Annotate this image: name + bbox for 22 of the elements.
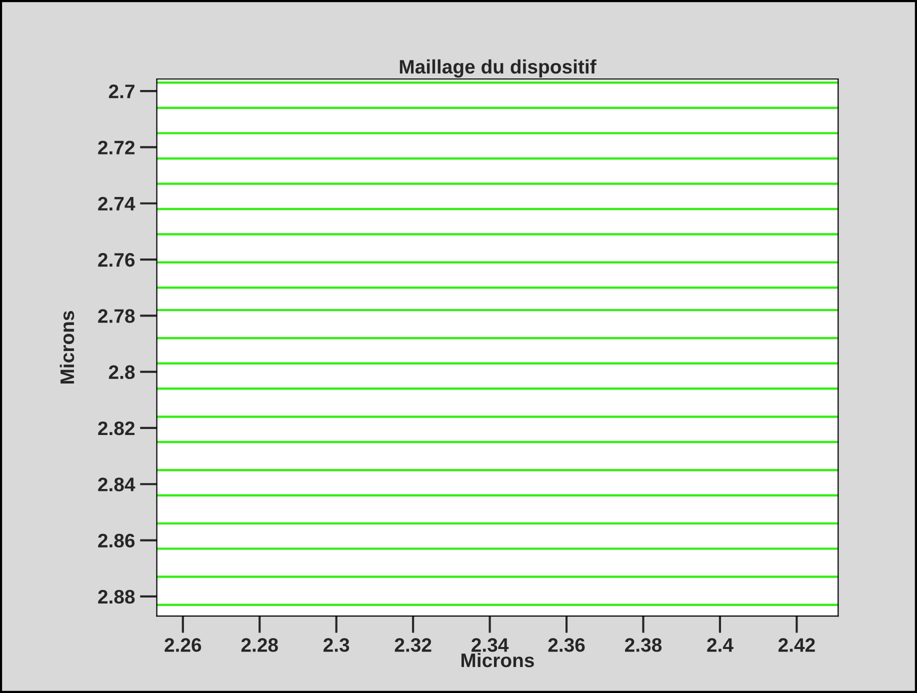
y-tick-label: 2.78 — [98, 309, 135, 323]
y-tick-label: 2.84 — [98, 478, 136, 492]
x-tick-label: 2.38 — [625, 638, 662, 652]
y-tick-label: 2.7 — [108, 84, 134, 98]
x-axis-title: Microns — [462, 652, 534, 668]
x-tick-label: 2.42 — [778, 638, 815, 652]
y-axis-title: Microns — [60, 311, 74, 384]
y-tick-label: 2.8 — [108, 365, 135, 380]
x-tick-label: 2.3 — [324, 638, 350, 652]
x-tick-label: 2.34 — [472, 638, 509, 652]
x-tick-label: 2.36 — [548, 638, 585, 652]
x-tick-label: 2.32 — [394, 638, 432, 652]
y-tick-label: 2.74 — [98, 196, 136, 210]
y-tick-label: 2.86 — [98, 534, 135, 548]
x-tick-label: 2.28 — [241, 638, 278, 652]
chart-title: Maillage du dispositif — [400, 59, 596, 78]
x-tick-label: 2.4 — [707, 638, 734, 652]
y-tick-label: 2.82 — [98, 421, 135, 436]
x-tick-label: 2.26 — [164, 638, 202, 652]
y-tick-label: 2.72 — [98, 140, 135, 154]
y-tick-label: 2.88 — [98, 590, 135, 604]
y-tick-label: 2.76 — [98, 252, 135, 267]
